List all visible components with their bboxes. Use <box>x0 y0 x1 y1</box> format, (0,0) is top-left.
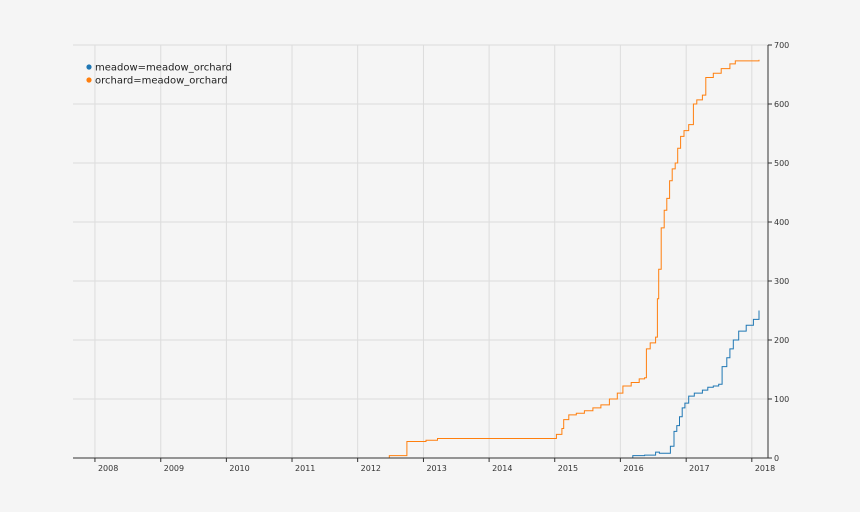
y-tick-label: 300 <box>774 277 789 286</box>
y-axis-ticks: 0 100 200 300 400 500 600 700 <box>768 41 789 463</box>
plot-area <box>73 45 768 458</box>
y-tick-label: 700 <box>774 41 789 50</box>
x-tick-label: 2014 <box>492 464 512 473</box>
series-line-1 <box>73 310 760 459</box>
x-axis-ticks: 2008 2009 2010 2011 2012 2013 2014 2015 2016 2017… <box>94 458 775 473</box>
y-tick-label: 500 <box>774 159 789 168</box>
y-tick-label: 0 <box>774 454 779 463</box>
legend-marker <box>86 64 92 70</box>
x-tick-label: 2009 <box>164 464 184 473</box>
x-tick-label: 2008 <box>98 464 118 473</box>
x-tick-label: 2010 <box>229 464 249 473</box>
y-tick-label: 200 <box>774 336 789 345</box>
legend-label: meadow=meadow_orchard <box>95 63 232 74</box>
legend-label: orchard=meadow_orchard <box>95 76 228 87</box>
x-tick-label: 2017 <box>689 464 709 473</box>
x-tick-label: 2016 <box>623 464 643 473</box>
x-tick-label: 2011 <box>295 464 315 473</box>
x-tick-label: 2015 <box>558 464 578 473</box>
y-tick-label: 100 <box>774 395 789 404</box>
series-lines <box>73 59 760 459</box>
y-tick-label: 600 <box>774 100 789 109</box>
x-tick-label: 2013 <box>426 464 446 473</box>
x-tick-label: 2018 <box>755 464 775 473</box>
legend: meadow=meadow_orchard orchard=meadow_orch… <box>86 63 232 87</box>
legend-marker <box>86 77 92 83</box>
series-line-2 <box>73 59 760 459</box>
x-tick-label: 2012 <box>361 464 381 473</box>
y-tick-label: 400 <box>774 218 789 227</box>
